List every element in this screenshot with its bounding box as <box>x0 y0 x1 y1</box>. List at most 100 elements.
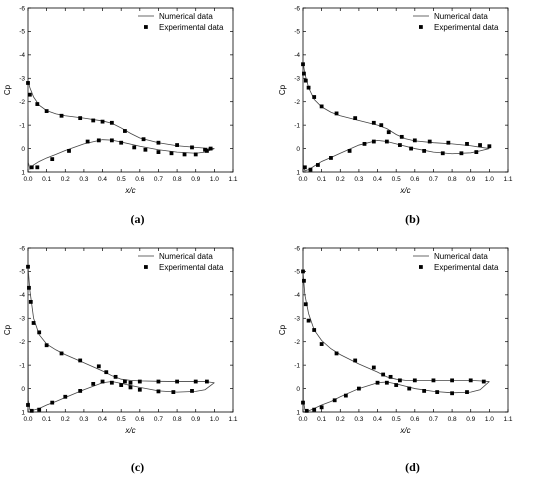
experimental-point <box>398 143 402 147</box>
experimental-point <box>306 318 311 323</box>
y-tick-label: -6 <box>19 245 25 252</box>
panel-b: -6 -5 -4 -3 -2 -1 0 1 0.0 0.1 0.2 0.3 0.4 0.5 0.6 0.7 0.… <box>275 0 550 240</box>
experimental-point <box>384 139 389 144</box>
experimental-point <box>193 152 198 157</box>
x-tick-label: 0.4 <box>373 416 382 423</box>
x-tick-label: 0.3 <box>354 416 363 423</box>
x-tick-label: 0.0 <box>23 416 32 423</box>
experimental-point <box>171 390 176 394</box>
x-tick-label: 0.9 <box>191 416 200 423</box>
x-tick-label: 1.1 <box>228 176 237 183</box>
y-tick-label: -1 <box>19 122 25 129</box>
experimental-point <box>85 139 90 144</box>
experimental-point <box>459 151 464 156</box>
experimental-point <box>100 119 105 124</box>
experimental-point <box>384 380 389 385</box>
y-axis-label: Cp <box>278 324 287 335</box>
experimental-point <box>44 343 49 348</box>
experimental-point <box>132 145 137 150</box>
experimental-point <box>78 358 83 363</box>
experimental-point <box>398 378 402 383</box>
experimental-point <box>28 299 33 304</box>
experimental-point <box>119 140 124 145</box>
experimental-point <box>208 146 213 151</box>
x-tick-label: 0.0 <box>298 416 307 423</box>
experimental-point <box>26 403 30 407</box>
experimental-point <box>334 351 339 356</box>
x-tick-label: 0.9 <box>466 176 475 183</box>
experimental-point <box>44 109 49 113</box>
x-tick-label: 0.8 <box>173 176 182 183</box>
x-tick-label: 0.1 <box>317 416 326 423</box>
y-tick-label: -5 <box>294 29 300 36</box>
x-tick-label: 0.4 <box>373 176 382 183</box>
experimental-point <box>316 163 320 167</box>
x-tick-label: 0.5 <box>117 416 126 423</box>
experimental-point <box>302 71 306 76</box>
experimental-point <box>128 380 133 385</box>
x-tick-label: 0.4 <box>98 416 107 423</box>
experimental-point <box>409 146 413 151</box>
y-tick-label: 0 <box>21 146 25 153</box>
experimental-point <box>182 152 187 157</box>
experimental-point <box>27 92 32 97</box>
y-tick-label: 0 <box>296 146 300 153</box>
legend-marker-symbol <box>419 25 423 29</box>
experimental-point <box>481 379 486 384</box>
plot-frame <box>302 247 509 413</box>
experimental-point <box>50 157 55 162</box>
experimental-point <box>35 102 40 106</box>
experimental-point <box>26 264 30 269</box>
y-tick-label: 0 <box>21 386 25 393</box>
y-tick-label: -2 <box>294 99 300 106</box>
experimental-point <box>100 379 105 384</box>
chart-d: -6 -5 -4 -3 -2 -1 0 10.0 0.1 0.2 0.3 0.4 0.5 0.6 0.7 0.… <box>278 245 513 435</box>
experimental-point <box>119 383 124 387</box>
experimental-point <box>319 104 324 109</box>
y-axis-label: Cp <box>278 84 287 95</box>
caption-d: (d) <box>405 460 420 474</box>
legend-label-experimental: Experimental data <box>434 23 499 32</box>
experimental-point <box>435 390 440 394</box>
x-tick-label: 0.9 <box>191 176 200 183</box>
x-tick-label: 0.7 <box>154 416 163 423</box>
experimental-point <box>303 78 308 83</box>
y-tick-label: -3 <box>294 76 300 83</box>
x-tick-label: 0.2 <box>61 416 70 423</box>
x-tick-label: 1.1 <box>228 416 237 423</box>
experimental-point <box>319 405 324 410</box>
x-tick-label: 0.1 <box>317 176 326 183</box>
experimental-point <box>193 379 198 384</box>
y-tick-label: -1 <box>294 362 300 369</box>
experimental-point <box>91 381 96 386</box>
y-tick-label: -6 <box>294 245 300 252</box>
x-tick-label: 1.0 <box>210 176 219 183</box>
numerical-line-upper <box>302 61 490 149</box>
x-tick-label: 0.3 <box>79 176 88 183</box>
experimental-point <box>399 134 404 139</box>
y-tick-label: -2 <box>19 99 25 106</box>
x-axis-label: x/c <box>399 186 410 195</box>
numerical-line-upper <box>302 271 490 382</box>
experimental-point <box>205 149 209 153</box>
x-tick-label: 0.6 <box>135 176 144 183</box>
experimental-point <box>205 379 209 384</box>
plot-frame <box>302 7 509 173</box>
x-tick-label: 0.8 <box>448 416 457 423</box>
experimental-point <box>59 351 64 356</box>
experimental-point <box>450 391 454 396</box>
experimental-point <box>353 116 358 121</box>
experimental-point <box>96 364 101 369</box>
experimental-point <box>29 165 34 170</box>
x-tick-label: 0.6 <box>410 416 419 423</box>
experimental-point <box>468 378 473 383</box>
experimental-point <box>422 149 427 153</box>
x-tick-label: 0.2 <box>61 176 70 183</box>
experimental-point <box>35 165 40 170</box>
y-tick-label: -3 <box>19 316 25 323</box>
experimental-point <box>306 85 311 90</box>
experimental-point <box>371 365 376 370</box>
x-tick-label: 0.7 <box>429 176 438 183</box>
experimental-point <box>304 408 309 413</box>
experimental-point <box>332 398 337 403</box>
